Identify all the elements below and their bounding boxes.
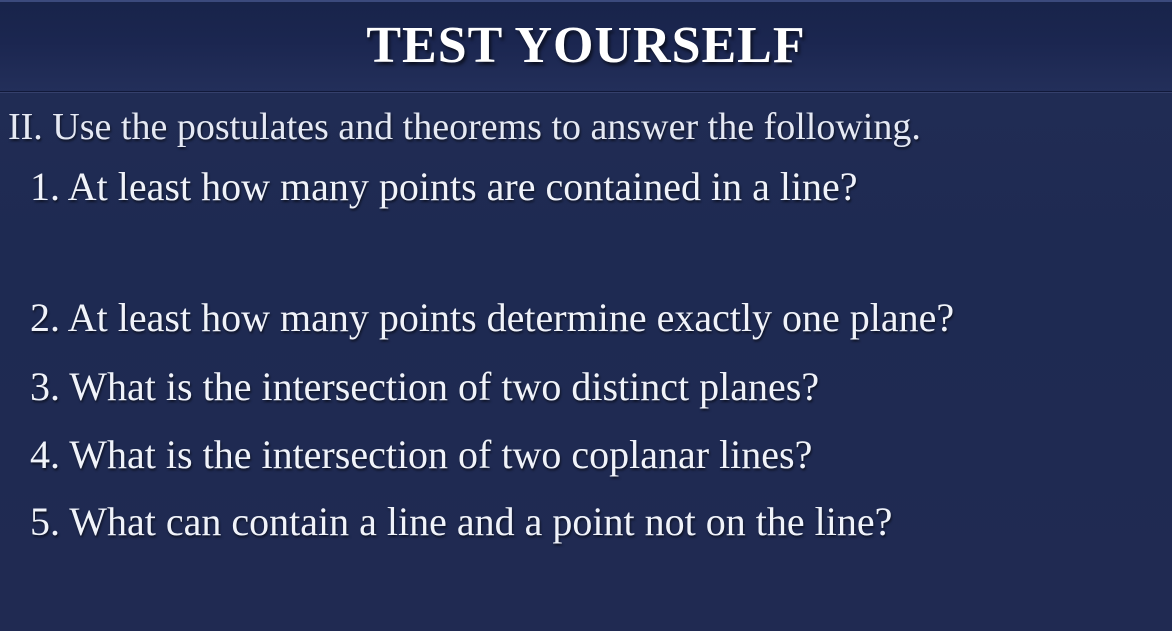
list-item: 4. What is the intersection of two copla… [30, 431, 1162, 478]
question-text: At least how many points are contained i… [68, 164, 858, 209]
list-item: 3. What is the intersection of two disti… [30, 363, 1162, 410]
question-text: At least how many points determine exact… [68, 295, 954, 340]
question-text: What is the intersection of two coplanar… [69, 432, 812, 477]
question-list: 1. At least how many points are containe… [8, 163, 1162, 545]
slide-body: II. Use the postulates and theorems to a… [0, 92, 1172, 545]
question-number: 1. [30, 164, 60, 209]
question-number: 5. [30, 499, 60, 544]
list-item: 2. At least how many points determine ex… [30, 294, 1162, 341]
slide-title: TEST YOURSELF [366, 17, 805, 74]
question-text: What can contain a line and a point not … [69, 499, 892, 544]
title-bar: TEST YOURSELF [0, 0, 1172, 92]
question-text: What is the intersection of two distinct… [69, 364, 819, 409]
slide: TEST YOURSELF II. Use the postulates and… [0, 0, 1172, 631]
instruction-text: II. Use the postulates and theorems to a… [8, 105, 1162, 149]
list-item: 1. At least how many points are containe… [30, 163, 1162, 210]
question-number: 2. [30, 295, 60, 340]
question-number: 4. [30, 432, 60, 477]
question-number: 3. [30, 364, 60, 409]
list-item: 5. What can contain a line and a point n… [30, 498, 1162, 545]
